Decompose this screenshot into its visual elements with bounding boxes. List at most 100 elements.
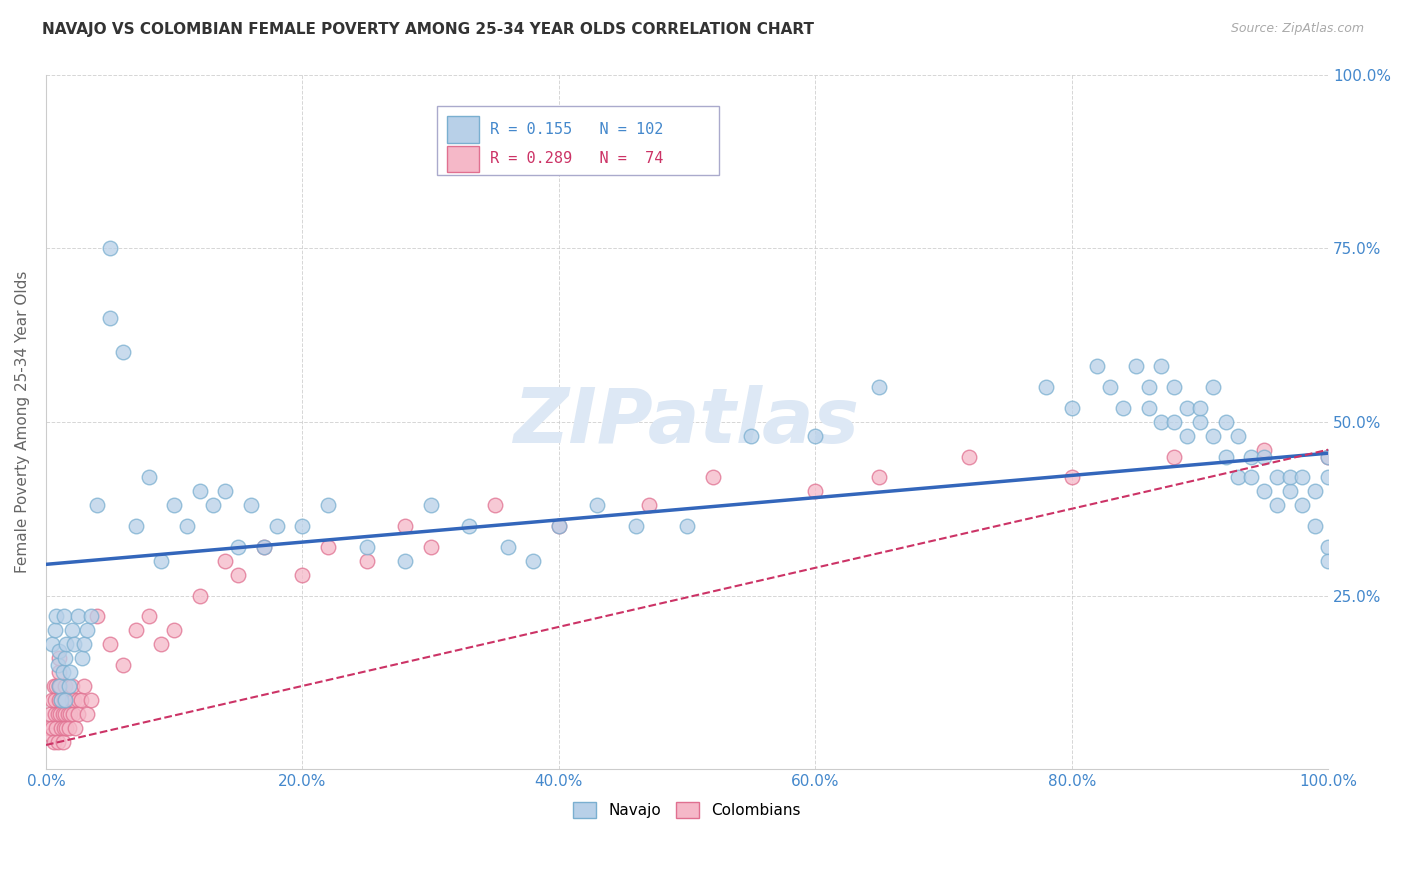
- Point: [48, 693, 70, 707]
- Point: [356, 540, 378, 554]
- Point: [1175, 401, 1198, 415]
- Point: [111, 345, 134, 359]
- Point: [58, 721, 80, 735]
- Point: [46, 734, 69, 748]
- Point: [1291, 470, 1313, 484]
- Point: [1317, 450, 1340, 464]
- Point: [522, 554, 544, 568]
- Point: [138, 470, 160, 484]
- Point: [38, 721, 60, 735]
- Point: [1305, 519, 1327, 533]
- Point: [1240, 470, 1263, 484]
- Point: [48, 651, 70, 665]
- Point: [42, 679, 65, 693]
- Point: [1253, 442, 1275, 457]
- Point: [52, 609, 75, 624]
- Point: [98, 241, 121, 255]
- Point: [63, 637, 86, 651]
- Point: [496, 540, 519, 554]
- Point: [53, 651, 76, 665]
- Point: [125, 624, 148, 638]
- Point: [547, 519, 569, 533]
- Point: [1317, 540, 1340, 554]
- Point: [1112, 401, 1135, 415]
- Point: [44, 706, 66, 721]
- Point: [1317, 450, 1340, 464]
- Text: R = 0.155   N = 102: R = 0.155 N = 102: [489, 122, 664, 136]
- Point: [52, 734, 75, 748]
- Point: [66, 706, 89, 721]
- Bar: [447, 116, 479, 143]
- Point: [394, 519, 416, 533]
- Point: [1317, 554, 1340, 568]
- Point: [868, 470, 890, 484]
- Point: [1291, 498, 1313, 512]
- Point: [48, 644, 70, 658]
- Bar: [437, 106, 718, 175]
- Point: [1137, 401, 1160, 415]
- Point: [42, 734, 65, 748]
- Point: [1240, 450, 1263, 464]
- Text: ZIPatlas: ZIPatlas: [515, 385, 860, 458]
- Point: [44, 624, 66, 638]
- Point: [53, 693, 76, 707]
- Point: [59, 665, 82, 679]
- Point: [76, 624, 98, 638]
- Text: R = 0.289   N =  74: R = 0.289 N = 74: [489, 152, 664, 167]
- Point: [125, 519, 148, 533]
- Point: [458, 519, 481, 533]
- Point: [46, 658, 69, 673]
- Point: [484, 498, 506, 512]
- Point: [1150, 415, 1173, 429]
- Point: [356, 554, 378, 568]
- Point: [111, 658, 134, 673]
- Point: [201, 498, 224, 512]
- Text: NAVAJO VS COLOMBIAN FEMALE POVERTY AMONG 25-34 YEAR OLDS CORRELATION CHART: NAVAJO VS COLOMBIAN FEMALE POVERTY AMONG…: [42, 22, 814, 37]
- Point: [1085, 359, 1108, 374]
- Point: [804, 484, 827, 499]
- Point: [1253, 484, 1275, 499]
- Point: [1163, 450, 1185, 464]
- Point: [1060, 470, 1083, 484]
- Point: [1305, 484, 1327, 499]
- Point: [41, 721, 63, 735]
- Point: [60, 624, 83, 638]
- Point: [316, 498, 339, 512]
- Point: [65, 721, 87, 735]
- Point: [59, 706, 82, 721]
- Point: [1215, 450, 1237, 464]
- Point: [60, 679, 83, 693]
- Point: [48, 679, 70, 693]
- Point: [53, 679, 76, 693]
- Point: [73, 637, 96, 651]
- Point: [1265, 498, 1288, 512]
- Point: [1215, 415, 1237, 429]
- Point: [45, 679, 67, 693]
- Point: [48, 679, 70, 693]
- Point: [1202, 380, 1225, 394]
- Point: [1137, 380, 1160, 394]
- Point: [66, 609, 89, 624]
- Point: [419, 498, 441, 512]
- Point: [53, 706, 76, 721]
- Point: [44, 693, 66, 707]
- Point: [76, 706, 98, 721]
- Point: [70, 651, 93, 665]
- Point: [138, 609, 160, 624]
- Point: [51, 693, 73, 707]
- Point: [66, 693, 89, 707]
- Point: [58, 679, 80, 693]
- Point: [226, 567, 249, 582]
- Point: [1188, 401, 1211, 415]
- Y-axis label: Female Poverty Among 25-34 Year Olds: Female Poverty Among 25-34 Year Olds: [15, 271, 30, 573]
- Point: [1125, 359, 1147, 374]
- Point: [73, 679, 96, 693]
- Point: [41, 637, 63, 651]
- Point: [150, 637, 173, 651]
- Point: [1163, 415, 1185, 429]
- Point: [253, 540, 276, 554]
- Point: [214, 554, 236, 568]
- Point: [48, 665, 70, 679]
- Point: [150, 554, 173, 568]
- Point: [624, 519, 647, 533]
